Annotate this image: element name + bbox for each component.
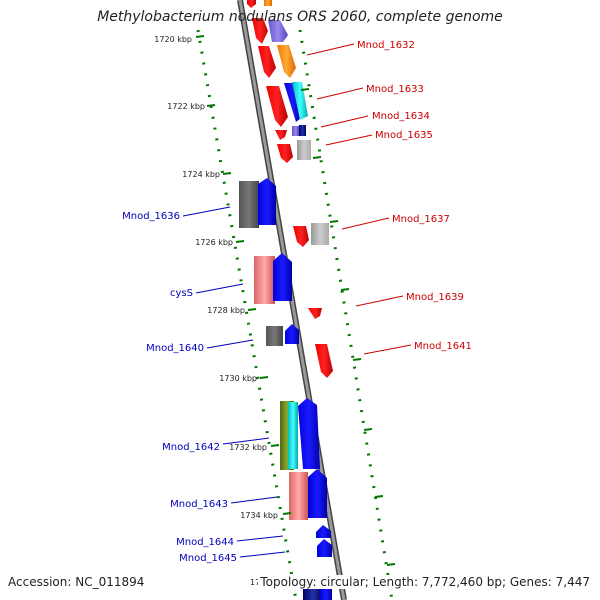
gene-label-mnod-1641[interactable]: Mnod_1641 [414, 341, 472, 352]
gene-arrow [303, 588, 323, 600]
reverse-strand-genes [239, 178, 332, 600]
gene-arrow [292, 126, 299, 136]
scale-tick [222, 172, 232, 175]
label-leader [355, 295, 404, 307]
label-leader [236, 535, 284, 542]
gene-arrow [277, 144, 293, 163]
gene-arrow [247, 0, 256, 8]
gene-arrow [264, 0, 272, 6]
gene-label-mnod-1644[interactable]: Mnod_1644 [176, 537, 234, 548]
gene-arrow [315, 344, 333, 378]
scale-tick [259, 376, 269, 379]
gene-arrow [284, 83, 301, 122]
gene-arrow [239, 181, 259, 228]
gene-label-mnod-1632[interactable]: Mnod_1632 [357, 40, 415, 51]
scale-tick-label: 1726 kbp [195, 238, 233, 247]
gene-label-mnod-1636[interactable]: Mnod_1636 [122, 211, 180, 222]
gene-arrow [288, 402, 298, 469]
forward-strand-genes [247, 0, 333, 378]
reverse-gene-labels: Mnod_1636 cysS Mnod_1640 Mnod_1642 Mnod_… [122, 206, 286, 564]
gene-arrow [299, 125, 306, 136]
scale-tick-label: 1724 kbp [182, 170, 220, 179]
label-leader [195, 283, 244, 294]
gene-arrow [311, 223, 329, 245]
scale-tick-label: 1722 kbp [167, 102, 205, 111]
label-leader [230, 496, 278, 504]
gene-label-mnod-1643[interactable]: Mnod_1643 [170, 499, 228, 510]
outer-tick [363, 428, 373, 431]
scale-tick-label-clipped: 17 [250, 578, 260, 587]
outer-tick [386, 563, 396, 566]
gene-arrow [285, 324, 299, 344]
gene-label-mnod-1645[interactable]: Mnod_1645 [179, 553, 237, 564]
map-title-overlay: Methylobacterium nodulans ORS 2060, comp… [97, 9, 503, 25]
gene-arrow [266, 326, 283, 346]
outer-tick [374, 495, 384, 498]
gene-arrow [266, 86, 288, 127]
gene-arrow [297, 140, 311, 160]
scale-tick-label: 1734 kbp [240, 511, 278, 520]
scale-tick-label: 1730 kbp [219, 374, 257, 383]
label-leader [182, 206, 231, 217]
outer-tick [312, 156, 322, 159]
gene-arrow [289, 472, 308, 520]
label-leader [306, 43, 355, 56]
gene-arrow [298, 398, 320, 469]
gene-arrow [258, 178, 276, 225]
label-leader [222, 437, 270, 445]
outer-tick [329, 220, 339, 223]
gene-label-mnod-1637[interactable]: Mnod_1637 [392, 214, 450, 225]
gene-arrow [254, 256, 275, 304]
gene-label-mnod-1639[interactable]: Mnod_1639 [406, 292, 464, 303]
topology-text: Topology: circular; Length: 7,772,460 bp… [258, 575, 590, 589]
scale-tick [270, 444, 280, 447]
scale-tick [247, 308, 257, 311]
gene-arrow [317, 539, 332, 557]
outer-tick [352, 358, 362, 361]
gene-arrow [308, 308, 322, 319]
outer-tick [300, 88, 310, 91]
gene-label-mnod-1634[interactable]: Mnod_1634 [372, 111, 430, 122]
gene-label-mnod-1642[interactable]: Mnod_1642 [162, 442, 220, 453]
label-leader [316, 87, 364, 100]
scale-tick [206, 104, 216, 107]
gene-label-mnod-1633[interactable]: Mnod_1633 [366, 84, 424, 95]
label-leader [320, 115, 369, 128]
gene-arrow [316, 525, 331, 538]
gene-arrow [252, 18, 268, 44]
gene-label-mnod-1640[interactable]: Mnod_1640 [146, 343, 204, 354]
scale-tick [282, 512, 292, 515]
label-leader [363, 344, 412, 355]
accession-text: Accession: NC_011894 [8, 575, 145, 589]
gene-label-mnod-1635[interactable]: Mnod_1635 [375, 130, 433, 141]
scale-tick-label: 1732 kbp [229, 443, 267, 452]
gene-arrow [292, 82, 308, 120]
outer-tick [340, 288, 350, 291]
gene-arrow [275, 130, 287, 140]
scale-tick [195, 35, 205, 38]
scale-tick [235, 240, 245, 243]
gene-arrow [258, 46, 276, 78]
gene-arrow [293, 226, 309, 247]
scale: 1720 kbp 1722 kbp 1724 kbp 1726 kbp 1728… [154, 35, 396, 587]
label-leader [206, 339, 254, 349]
gene-arrow [277, 45, 296, 78]
label-leader [325, 134, 373, 146]
scale-tick-label: 1720 kbp [154, 35, 192, 44]
label-leader [239, 551, 286, 558]
scale-tick-label: 1728 kbp [207, 306, 245, 315]
gene-arrow [268, 20, 288, 42]
label-leader [341, 217, 390, 230]
gene-arrow [308, 469, 327, 518]
gene-label-cyss[interactable]: cysS [170, 288, 193, 299]
gene-arrow [273, 253, 292, 301]
forward-gene-labels: Mnod_1632 Mnod_1633 Mnod_1634 Mnod_1635 … [306, 40, 472, 355]
